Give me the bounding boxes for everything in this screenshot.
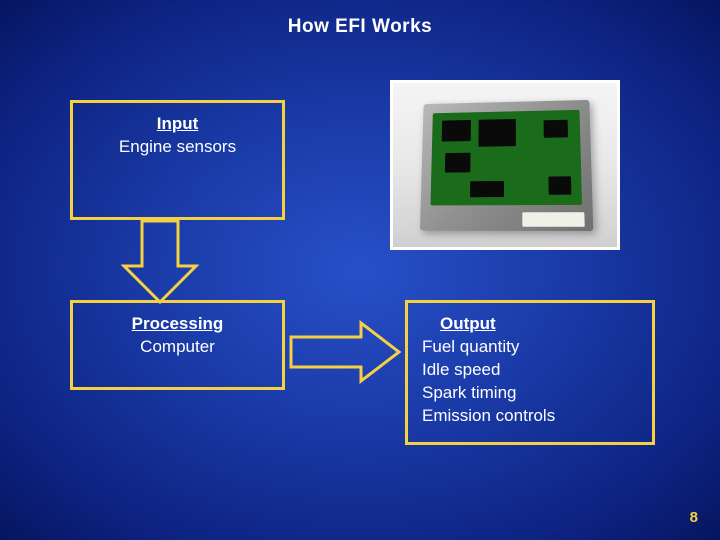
ecu-chip — [544, 120, 568, 138]
box-output-line-0: Fuel quantity — [422, 336, 638, 359]
ecu-chip — [442, 120, 471, 142]
ecu-chip — [548, 176, 571, 194]
box-output-heading: Output — [422, 313, 638, 336]
ecu-chip — [478, 119, 515, 147]
arrow-processing-to-output — [288, 320, 402, 384]
slide-title: How EFI Works — [0, 0, 720, 38]
ecu-case — [420, 100, 593, 231]
box-processing-heading: Processing — [87, 313, 268, 336]
box-input-body: Engine sensors — [87, 136, 268, 159]
ecu-chip — [445, 153, 471, 173]
box-output: Output Fuel quantity Idle speed Spark ti… — [405, 300, 655, 445]
box-input-label: Input Engine sensors — [73, 103, 282, 169]
arrow-input-to-processing — [121, 218, 199, 305]
ecu-chip — [470, 181, 504, 197]
box-output-label: Output Fuel quantity Idle speed Spark ti… — [408, 303, 652, 438]
box-processing: Processing Computer — [70, 300, 285, 390]
box-output-line-1: Idle speed — [422, 359, 638, 382]
ecu-image — [390, 80, 620, 250]
box-output-line-2: Spark timing — [422, 382, 638, 405]
ecu-sticker — [522, 212, 584, 227]
box-processing-label: Processing Computer — [73, 303, 282, 369]
box-input-heading: Input — [87, 113, 268, 136]
box-output-line-3: Emission controls — [422, 405, 638, 428]
box-input: Input Engine sensors — [70, 100, 285, 220]
page-number: 8 — [690, 509, 698, 526]
box-processing-body: Computer — [87, 336, 268, 359]
ecu-pcb — [430, 110, 582, 206]
